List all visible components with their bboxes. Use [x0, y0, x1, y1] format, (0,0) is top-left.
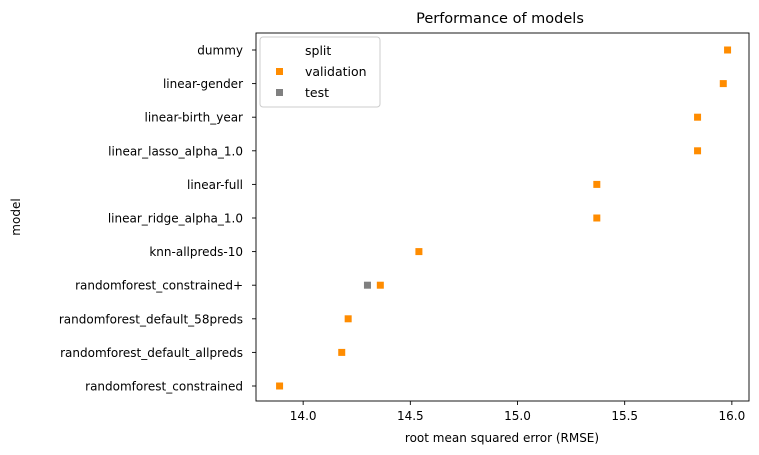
legend-frame	[259, 36, 381, 108]
point-validation	[415, 248, 423, 256]
x-tick-label: 15.0	[504, 409, 531, 423]
y-tick-label: linear_lasso_alpha_1.0	[108, 144, 243, 158]
legend-title: split	[305, 43, 331, 58]
y-tick-label: linear-birth_year	[145, 111, 244, 125]
legend-marker-test	[276, 89, 283, 96]
point-validation	[694, 113, 702, 121]
point-validation	[719, 80, 727, 88]
point-validation	[593, 180, 601, 188]
y-tick-label: randomforest_default_58preds	[59, 312, 243, 326]
x-tick-label: 16.0	[718, 409, 745, 423]
legend-label-validation: validation	[305, 64, 367, 79]
y-tick-label: knn-allpreds-10	[149, 245, 243, 259]
data-points	[276, 46, 732, 390]
y-tick-label: randomforest_constrained	[85, 380, 243, 394]
x-axis-label: root mean squared error (RMSE)	[405, 431, 599, 445]
point-validation	[276, 382, 284, 390]
point-test	[363, 281, 371, 289]
y-tick-label: randomforest_default_allpreds	[60, 346, 243, 360]
point-validation	[344, 315, 352, 323]
point-validation	[376, 281, 384, 289]
x-tick-label: 14.5	[397, 409, 424, 423]
y-axis: dummy linear-gender linear-birth_yearlinea…	[59, 44, 256, 394]
legend: split validation test	[259, 36, 381, 108]
x-axis: 14.0 14.5 15.0 15.5 16.0	[290, 401, 745, 423]
y-tick-label: randomforest_constrained+	[75, 279, 243, 293]
point-validation	[724, 46, 732, 54]
legend-label-test: test	[305, 85, 329, 100]
x-tick-label: 14.0	[290, 409, 317, 423]
y-tick-label: linear-full	[187, 178, 243, 192]
x-tick-label: 15.5	[611, 409, 638, 423]
chart-title: Performance of models	[416, 11, 584, 27]
y-axis-label: model	[9, 198, 23, 235]
point-validation	[694, 147, 702, 155]
point-validation	[593, 214, 601, 222]
y-tick-label: dummy	[197, 44, 243, 58]
y-tick-label: linear_ridge_alpha_1.0	[108, 212, 243, 226]
y-tick-label: linear-gender	[163, 77, 243, 91]
legend-marker-validation	[276, 68, 283, 75]
point-validation	[338, 348, 346, 356]
